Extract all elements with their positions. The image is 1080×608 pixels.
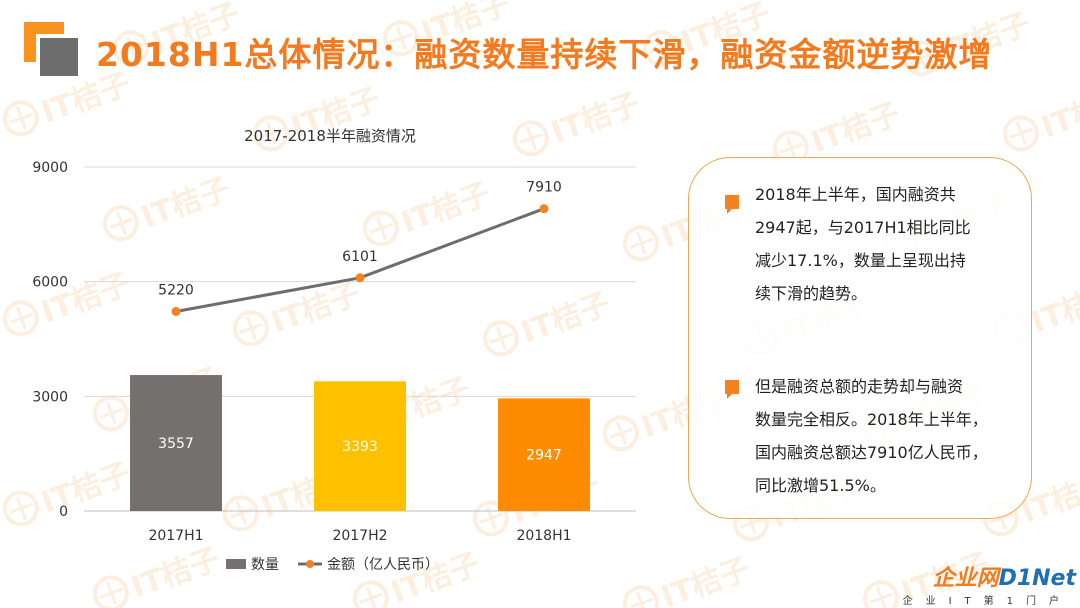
line-data-label: 7910 xyxy=(526,180,562,196)
info-line: 但是融资总额的走势却与融资 xyxy=(755,377,964,396)
info-line: 减少17.1%，数量上呈现出持 xyxy=(755,251,966,270)
line-point xyxy=(539,204,549,214)
bar-data-label: 2947 xyxy=(526,448,562,464)
legend-label-line: 金额（亿人民币） xyxy=(327,557,439,573)
title-logo-squares xyxy=(24,22,80,80)
info-paragraph-2: 但是融资总额的走势却与融资 数量完全相反。2018年上半年， 国内融资总额达79… xyxy=(755,370,1011,502)
logo-square-gray xyxy=(40,38,78,76)
legend-label-bar: 数量 xyxy=(251,557,279,573)
chart-line-series xyxy=(171,204,549,316)
legend-swatch-marker xyxy=(306,560,314,568)
watermark-text: IT桔子 xyxy=(1026,276,1080,341)
line-point xyxy=(171,306,181,316)
bar xyxy=(314,381,406,511)
y-tick-label: 9000 xyxy=(32,160,68,176)
watermark-text: IT桔子 xyxy=(806,96,905,161)
watermark-text: IT桔子 xyxy=(656,551,755,608)
info-line: 续下滑的趋势。 xyxy=(755,284,868,303)
financing-chart: 2017-2018半年融资情况 0 3000 6000 9000 3557 3393 294… xyxy=(32,127,636,573)
line-data-label: 6101 xyxy=(342,249,378,265)
info-paragraph-1: 2018年上半年，国内融资共 2947起，与2017H1相比同比 减少17.1%… xyxy=(755,178,1011,310)
brand-logo: 企业网D1Net xyxy=(933,560,1076,592)
x-tick-label: 2017H1 xyxy=(148,528,203,544)
orange-slice-icon xyxy=(857,575,904,608)
page-title: 2018H1总体情况：融资数量持续下滑，融资金额逆势激增 xyxy=(96,35,993,74)
brand-part-2: D1Net xyxy=(998,566,1076,591)
brand-subtitle: 企业IT第1门户 xyxy=(902,596,1072,607)
chart-title: 2017-2018半年融资情况 xyxy=(244,127,416,145)
line-data-label: 5220 xyxy=(158,282,194,298)
info-line: 2018年上半年，国内融资共 xyxy=(755,185,956,204)
info-line: 国内融资总额达7910亿人民币， xyxy=(755,443,988,462)
chart-legend: 数量 金额（亿人民币） xyxy=(226,557,439,573)
watermark-text: IT桔子 xyxy=(1036,81,1080,146)
chart-bars xyxy=(130,375,590,511)
y-tick-label: 0 xyxy=(59,504,68,520)
watermark: IT桔子 xyxy=(996,74,1080,160)
info-line: 数量完全相反。2018年上半年， xyxy=(755,410,988,429)
orange-slice-icon xyxy=(997,110,1044,157)
info-line: 同比激增51.5%。 xyxy=(755,476,886,495)
y-tick-label: 3000 xyxy=(32,389,68,405)
line-point xyxy=(355,273,365,283)
bar-data-label: 3393 xyxy=(342,439,378,455)
x-tick-label: 2017H2 xyxy=(332,528,387,544)
chart-labels: 0 3000 6000 9000 3557 3393 2947 2017H1 2017H2 201… xyxy=(32,160,571,544)
info-line: 2947起，与2017H1相比同比 xyxy=(755,218,971,237)
bar xyxy=(130,375,222,511)
brand-part-1: 企业网 xyxy=(932,566,999,591)
legend-swatch-bar xyxy=(226,559,246,569)
info-box: 2018年上半年，国内融资共 2947起，与2017H1相比同比 减少17.1%… xyxy=(688,157,1032,519)
bullet-icon xyxy=(725,195,739,214)
x-tick-label: 2018H1 xyxy=(516,528,571,544)
bullet-icon xyxy=(725,380,739,399)
bar-data-label: 3557 xyxy=(158,436,194,452)
bar xyxy=(498,398,590,511)
y-tick-label: 6000 xyxy=(32,275,68,291)
